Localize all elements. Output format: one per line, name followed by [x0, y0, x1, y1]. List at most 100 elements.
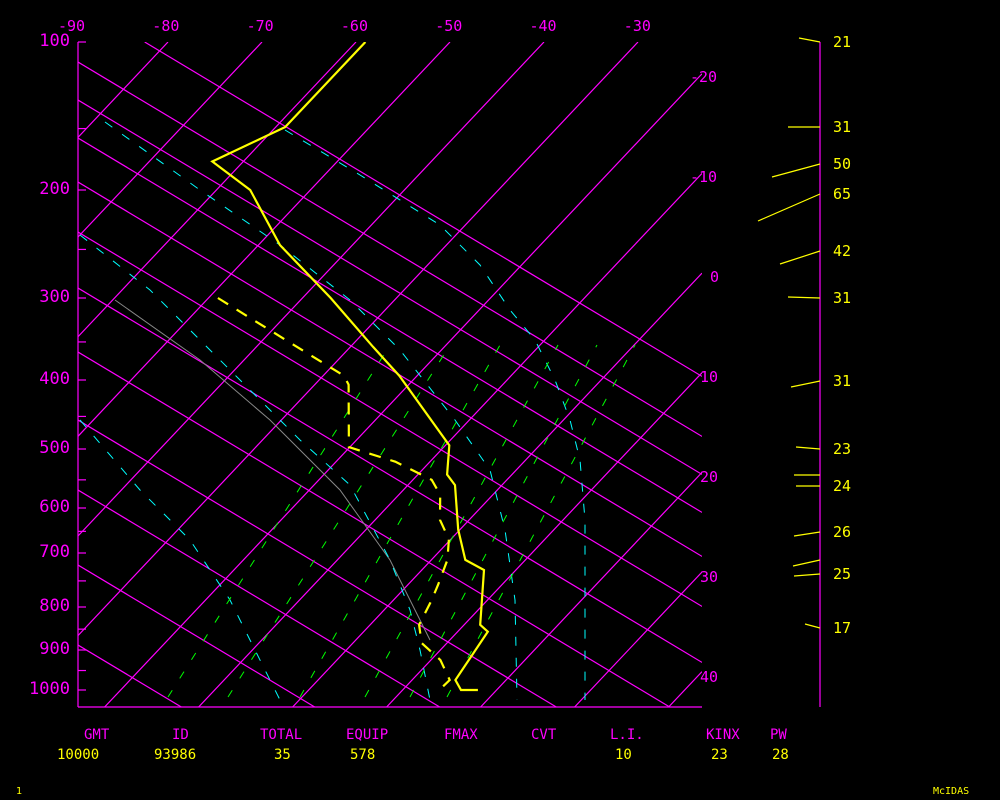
value-equip: 578 [350, 747, 376, 763]
wind-speed-label: 31 [833, 372, 852, 390]
top-temperature-label: -50 [435, 17, 463, 35]
top-temperature-label: -90 [58, 17, 86, 35]
wind-speed-label: 65 [833, 185, 852, 203]
wind-barb [798, 37, 821, 43]
wind-barb [804, 623, 821, 629]
dry-adiabat-line [78, 489, 441, 707]
mixing-ratio-line [167, 344, 391, 698]
wind-speed-label: 23 [833, 440, 852, 458]
dry-adiabat-line [144, 42, 702, 377]
value-id: 93986 [154, 747, 197, 763]
pressure-tick-label: 100 [39, 31, 70, 51]
isotherm-line [78, 42, 545, 537]
wind-barb [757, 193, 821, 222]
header-li: L.I. [610, 727, 644, 743]
value-li: 10 [615, 747, 632, 763]
top-temperature-label: -30 [623, 17, 651, 35]
pressure-tick-label: 700 [39, 542, 70, 562]
wind-barb [792, 559, 821, 567]
dewpoint-trace [217, 297, 452, 691]
wind-speed-label: 25 [833, 565, 852, 583]
pressure-tick-label: 500 [39, 438, 70, 458]
dry-adiabat-line [78, 137, 702, 513]
moist-adiabat-line [79, 234, 431, 701]
right-temperature-label: 10 [700, 368, 719, 386]
header-fmax: FMAX [444, 727, 478, 743]
mixing-ratio-line [299, 344, 501, 698]
wind-speed-label: 31 [833, 118, 852, 136]
wind-barb [779, 250, 821, 265]
wind-speed-label: 42 [833, 242, 852, 260]
moist-adiabat-line [284, 129, 586, 700]
wind-speed-label: 21 [833, 33, 852, 51]
header-gmt: GMT [84, 727, 110, 743]
right-temperature-label: 20 [700, 468, 719, 486]
isotherm-line [104, 73, 702, 707]
reference-line [114, 299, 431, 641]
mixing-ratio-line [446, 344, 636, 698]
pressure-tick-label: 900 [39, 639, 70, 659]
wind-barb [793, 531, 821, 537]
dry-adiabat-line [78, 61, 702, 437]
right-temperature-label: -10 [690, 168, 718, 186]
right-temperature-label: -20 [690, 68, 718, 86]
value-kinx: 23 [711, 747, 728, 763]
dry-adiabat-line [78, 287, 702, 663]
isotherm-line [292, 272, 702, 707]
wind-speed-label: 26 [833, 523, 852, 541]
dry-adiabat-line [78, 351, 671, 707]
right-temperature-label: 30 [700, 568, 719, 586]
value-gmt: 10000 [57, 747, 100, 763]
moist-adiabat-line [79, 419, 281, 701]
wind-barb [795, 446, 821, 450]
pressure-tick-label: 800 [39, 596, 70, 616]
wind-speed-label: 31 [833, 289, 852, 307]
value-total: 35 [274, 747, 291, 763]
pressure-tick-label: 600 [39, 497, 70, 517]
header-cvt: CVT [531, 727, 557, 743]
isotherm-line [668, 671, 702, 707]
isotherm-line [198, 172, 702, 707]
frame-number: 1 [16, 786, 23, 797]
header-kinx: KINX [706, 727, 740, 743]
isotherm-line [78, 42, 169, 138]
isotherm-line [386, 372, 702, 707]
wind-barb [793, 573, 821, 577]
wind-barb [790, 380, 821, 388]
header-id: ID [172, 727, 189, 743]
mixing-ratio-line [364, 344, 559, 698]
value-pw: 28 [772, 747, 789, 763]
pressure-tick-label: 400 [39, 369, 70, 389]
isotherm-line [78, 42, 451, 437]
isotherm-line [480, 471, 702, 707]
wind-barb [787, 296, 821, 299]
pressure-tick-label: 200 [39, 179, 70, 199]
dry-adiabat-line [78, 564, 316, 707]
brand-label: McIDAS [933, 786, 970, 797]
temperature-trace [210, 42, 490, 692]
wind-speed-label: 17 [833, 619, 852, 637]
wind-speed-label: 24 [833, 477, 852, 495]
dry-adiabat-line [78, 231, 702, 607]
header-equip: EQUIP [346, 727, 389, 743]
moist-adiabat-line [104, 121, 518, 701]
top-temperature-label: -80 [152, 17, 180, 35]
top-temperature-label: -60 [340, 17, 368, 35]
dry-adiabat-line [78, 99, 702, 475]
isotherm-line [574, 571, 702, 707]
wind-speed-label: 50 [833, 155, 852, 173]
isotherm-line [78, 42, 263, 238]
right-temperature-label: 0 [710, 268, 720, 286]
top-temperature-label: -70 [246, 17, 274, 35]
wind-barb [771, 163, 821, 178]
dry-adiabat-line [78, 644, 182, 707]
right-temperature-label: 40 [700, 668, 719, 686]
mixing-ratio-line [227, 344, 451, 698]
dry-adiabat-line [78, 419, 557, 707]
pressure-tick-label: 1000 [29, 679, 70, 699]
header-pw: PW [770, 727, 787, 743]
header-total: TOTAL [260, 727, 303, 743]
mixing-ratio-line [409, 344, 598, 698]
top-temperature-label: -40 [529, 17, 557, 35]
